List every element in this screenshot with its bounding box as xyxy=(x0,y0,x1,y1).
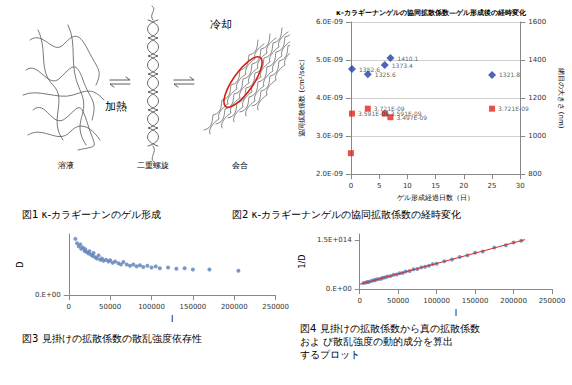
svg-text:1373.4: 1373.4 xyxy=(392,62,413,69)
svg-text:1410.1: 1410.1 xyxy=(397,55,418,62)
svg-text:4.0E-09: 4.0E-09 xyxy=(316,94,343,102)
svg-text:1321.8: 1321.8 xyxy=(499,71,520,78)
svg-text:協同拡散係数 (cm²/sec): 協同拡散係数 (cm²/sec) xyxy=(298,59,306,137)
svg-text:6.0E-09: 6.0E-09 xyxy=(316,18,343,26)
svg-text:3.721E-09: 3.721E-09 xyxy=(373,105,405,113)
svg-text:二重螺旋: 二重螺旋 xyxy=(137,161,169,170)
html-text:図2 κ-カラギーナンゲルの協同拡散係数の経時変化: 図2 κ-カラギーナンゲルの協同拡散係数の経時変化 xyxy=(232,209,461,220)
svg-text:250000: 250000 xyxy=(262,303,289,311)
svg-text:溶液: 溶液 xyxy=(58,161,74,170)
html-text:図4 見掛けの拡散係数から真の拡散係数: 図4 見掛けの拡散係数から真の拡散係数 xyxy=(300,323,480,334)
svg-text:3.497E-09: 3.497E-09 xyxy=(396,114,427,121)
svg-text:冷却: 冷却 xyxy=(210,18,232,31)
html-text:するプロット: するプロット xyxy=(300,349,360,360)
svg-text:I: I xyxy=(171,315,173,324)
svg-text:200000: 200000 xyxy=(500,297,527,305)
svg-text:D: D xyxy=(16,261,25,267)
svg-text:1325.6: 1325.6 xyxy=(375,71,396,78)
svg-text:1352.6: 1352.6 xyxy=(359,65,380,73)
svg-text:100000: 100000 xyxy=(138,303,165,311)
svg-text:150000: 150000 xyxy=(462,297,489,305)
html-text:図3 見掛けの拡散係数の散乱強度依存性: 図3 見掛けの拡散係数の散乱強度依存性 xyxy=(22,333,202,344)
svg-text:3.591E-09: 3.591E-09 xyxy=(358,110,389,118)
svg-text:加熱: 加熱 xyxy=(105,100,127,113)
svg-text:3.0E-09: 3.0E-09 xyxy=(316,132,343,140)
svg-text:ゲル形成経過日数（日）: ゲル形成経過日数（日） xyxy=(397,194,474,202)
svg-text:κ-カラギーナンゲルの協同拡散係数—ゲル形成後の経時変化: κ-カラギーナンゲルの協同拡散係数—ゲル形成後の経時変化 xyxy=(336,8,527,17)
svg-text:100000: 100000 xyxy=(423,297,450,305)
svg-text:0.E+00: 0.E+00 xyxy=(326,285,352,293)
svg-text:50000: 50000 xyxy=(387,297,409,305)
svg-text:800: 800 xyxy=(528,170,541,178)
svg-text:0: 0 xyxy=(357,297,361,305)
svg-text:2.0E-09: 2.0E-09 xyxy=(316,170,343,178)
html-text:図1 κ-カラギーナンのゲル形成: 図1 κ-カラギーナンのゲル形成 xyxy=(22,209,161,220)
svg-text:15: 15 xyxy=(431,182,440,190)
svg-text:5.0E-09: 5.0E-09 xyxy=(316,56,343,64)
svg-text:I: I xyxy=(455,309,457,318)
svg-text:0: 0 xyxy=(349,182,353,190)
svg-text:30: 30 xyxy=(516,182,525,190)
svg-text:20: 20 xyxy=(459,182,468,190)
svg-text:網目の大きさ (nm): 網目の大きさ (nm) xyxy=(557,67,565,129)
svg-text:25: 25 xyxy=(488,182,497,190)
svg-text:10: 10 xyxy=(403,182,412,190)
svg-text:200000: 200000 xyxy=(221,303,248,311)
svg-text:50000: 50000 xyxy=(99,303,121,311)
svg-text:1000: 1000 xyxy=(528,132,546,140)
svg-text:150000: 150000 xyxy=(180,303,207,311)
svg-text:1600: 1600 xyxy=(528,18,546,26)
svg-text:0: 0 xyxy=(67,303,71,311)
svg-text:会合: 会合 xyxy=(232,161,248,170)
svg-text:1200: 1200 xyxy=(528,94,546,102)
svg-text:5: 5 xyxy=(377,182,381,190)
svg-text:250000: 250000 xyxy=(539,297,566,305)
html-text:およ び散乱強度の動的成分を算出: およ び散乱強度の動的成分を算出 xyxy=(300,336,454,347)
svg-text:0.E+00: 0.E+00 xyxy=(35,291,61,299)
svg-text:1.5E+014: 1.5E+014 xyxy=(317,236,352,244)
svg-text:3.721E-09: 3.721E-09 xyxy=(498,105,529,112)
svg-text:1/D: 1/D xyxy=(298,255,307,269)
svg-text:1400: 1400 xyxy=(528,56,546,64)
